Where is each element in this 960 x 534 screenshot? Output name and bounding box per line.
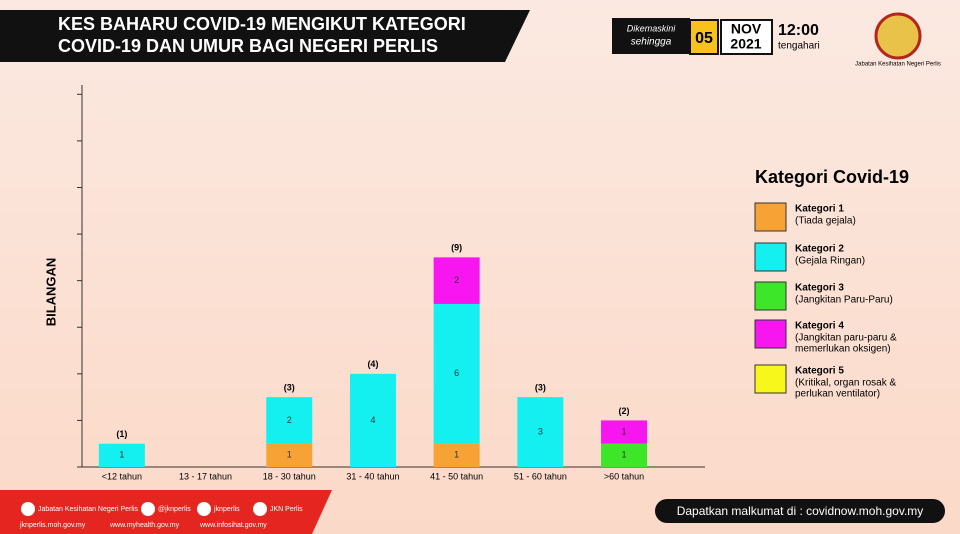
legend-description: (Kritikal, organ rosak & bbox=[795, 378, 896, 389]
info-pill bbox=[655, 499, 945, 523]
segment-label: 1 bbox=[287, 450, 292, 460]
bar-segment bbox=[433, 303, 480, 444]
bar-segment bbox=[601, 443, 648, 467]
social-label: Jabatan Kesihatan Negeri Perlis bbox=[38, 506, 139, 513]
bar-segment bbox=[601, 420, 648, 444]
total-label: (9) bbox=[451, 243, 462, 253]
x-tick-label: 51 - 60 tahun bbox=[514, 471, 567, 481]
total-label: (4) bbox=[367, 359, 378, 369]
x-tick-label: 41 - 50 tahun bbox=[430, 471, 483, 481]
social-label: @jknperlis bbox=[158, 506, 191, 513]
social-icon bbox=[141, 502, 155, 516]
legend-description: perlukan ventilator) bbox=[795, 389, 880, 400]
legend-swatch bbox=[754, 202, 787, 232]
social-label: JKN Perlis bbox=[270, 506, 303, 513]
social-label: jknperlis bbox=[213, 506, 240, 513]
title-banner bbox=[0, 10, 530, 62]
segment-label: 2 bbox=[287, 415, 292, 425]
title: KES BAHARU COVID-19 MENGIKUT KATEGORI bbox=[58, 14, 466, 34]
legend-swatch bbox=[754, 364, 787, 394]
total-label: (2) bbox=[619, 406, 630, 416]
social-icon bbox=[197, 502, 211, 516]
day: 05 bbox=[695, 30, 713, 47]
month: NOV bbox=[731, 21, 762, 37]
legend-name: Kategori 1 bbox=[795, 204, 844, 215]
segment-label: 6 bbox=[454, 368, 459, 378]
footer-band bbox=[0, 490, 332, 534]
legend-name: Kategori 5 bbox=[795, 366, 844, 377]
updated: sehingga bbox=[631, 37, 672, 48]
segment-label: 3 bbox=[538, 426, 543, 436]
bar-segment bbox=[433, 443, 480, 467]
bar-segment bbox=[266, 443, 313, 467]
bar-segment bbox=[98, 443, 145, 467]
x-tick-label: 18 - 30 tahun bbox=[263, 471, 316, 481]
bar-segment bbox=[433, 257, 480, 304]
total-label: (3) bbox=[535, 382, 546, 392]
social-icon bbox=[21, 502, 35, 516]
segment-label: 1 bbox=[454, 450, 459, 460]
legend-title: Kategori Covid-19 bbox=[755, 167, 909, 187]
legend-description: (Tiada gejala) bbox=[795, 216, 856, 227]
bar-segment bbox=[266, 397, 313, 444]
segment-label: 4 bbox=[370, 415, 375, 425]
legend-description: memerlukan oksigen) bbox=[795, 344, 891, 355]
legend-name: Kategori 3 bbox=[795, 283, 844, 294]
site: www.infosihat.gov.my bbox=[199, 522, 267, 529]
period: tengahari bbox=[778, 41, 820, 52]
calendar bbox=[689, 19, 719, 55]
legend-description: (Jangkitan Paru-Paru) bbox=[795, 295, 893, 306]
segment-label: 1 bbox=[119, 450, 124, 460]
logo bbox=[874, 12, 922, 60]
site: www.myhealth.gov.my bbox=[109, 522, 180, 529]
bar-segment bbox=[517, 397, 564, 467]
legend-name: Kategori 2 bbox=[795, 244, 844, 255]
x-tick-label: >60 tahun bbox=[604, 471, 644, 481]
segment-label: 2 bbox=[454, 275, 459, 285]
x-tick-label: 13 - 17 tahun bbox=[179, 471, 232, 481]
title: COVID-19 DAN UMUR BAGI NEGERI PERLIS bbox=[58, 36, 438, 56]
legend-swatch bbox=[754, 242, 787, 272]
x-tick-label: 31 - 40 tahun bbox=[346, 471, 399, 481]
legend-swatch bbox=[754, 319, 787, 349]
segment-label: 1 bbox=[622, 450, 627, 460]
total-label: (1) bbox=[116, 429, 127, 439]
info: Dapatkan malkumat di : covidnow.moh.gov.… bbox=[677, 504, 924, 518]
legend-name: Kategori 4 bbox=[795, 321, 844, 332]
site: jknperlis.moh.gov.my bbox=[19, 522, 86, 529]
y-axis-label: BILANGAN bbox=[43, 258, 58, 327]
year: 2021 bbox=[730, 36, 761, 52]
month-box bbox=[720, 19, 773, 55]
legend-description: (Gejala Ringan) bbox=[795, 256, 865, 267]
legend-swatch bbox=[754, 281, 787, 311]
org: Jabatan Kesihatan Negeri Perlis bbox=[855, 62, 941, 68]
legend-description: (Jangkitan paru-paru & bbox=[795, 333, 897, 344]
social-icon bbox=[253, 502, 267, 516]
time: 12:00 bbox=[778, 22, 819, 39]
updated: Dikemaskini bbox=[627, 23, 677, 33]
segment-label: 1 bbox=[622, 426, 627, 436]
date-box bbox=[612, 18, 690, 54]
total-label: (3) bbox=[284, 382, 295, 392]
x-tick-label: <12 tahun bbox=[102, 471, 142, 481]
bar-segment bbox=[349, 373, 396, 467]
